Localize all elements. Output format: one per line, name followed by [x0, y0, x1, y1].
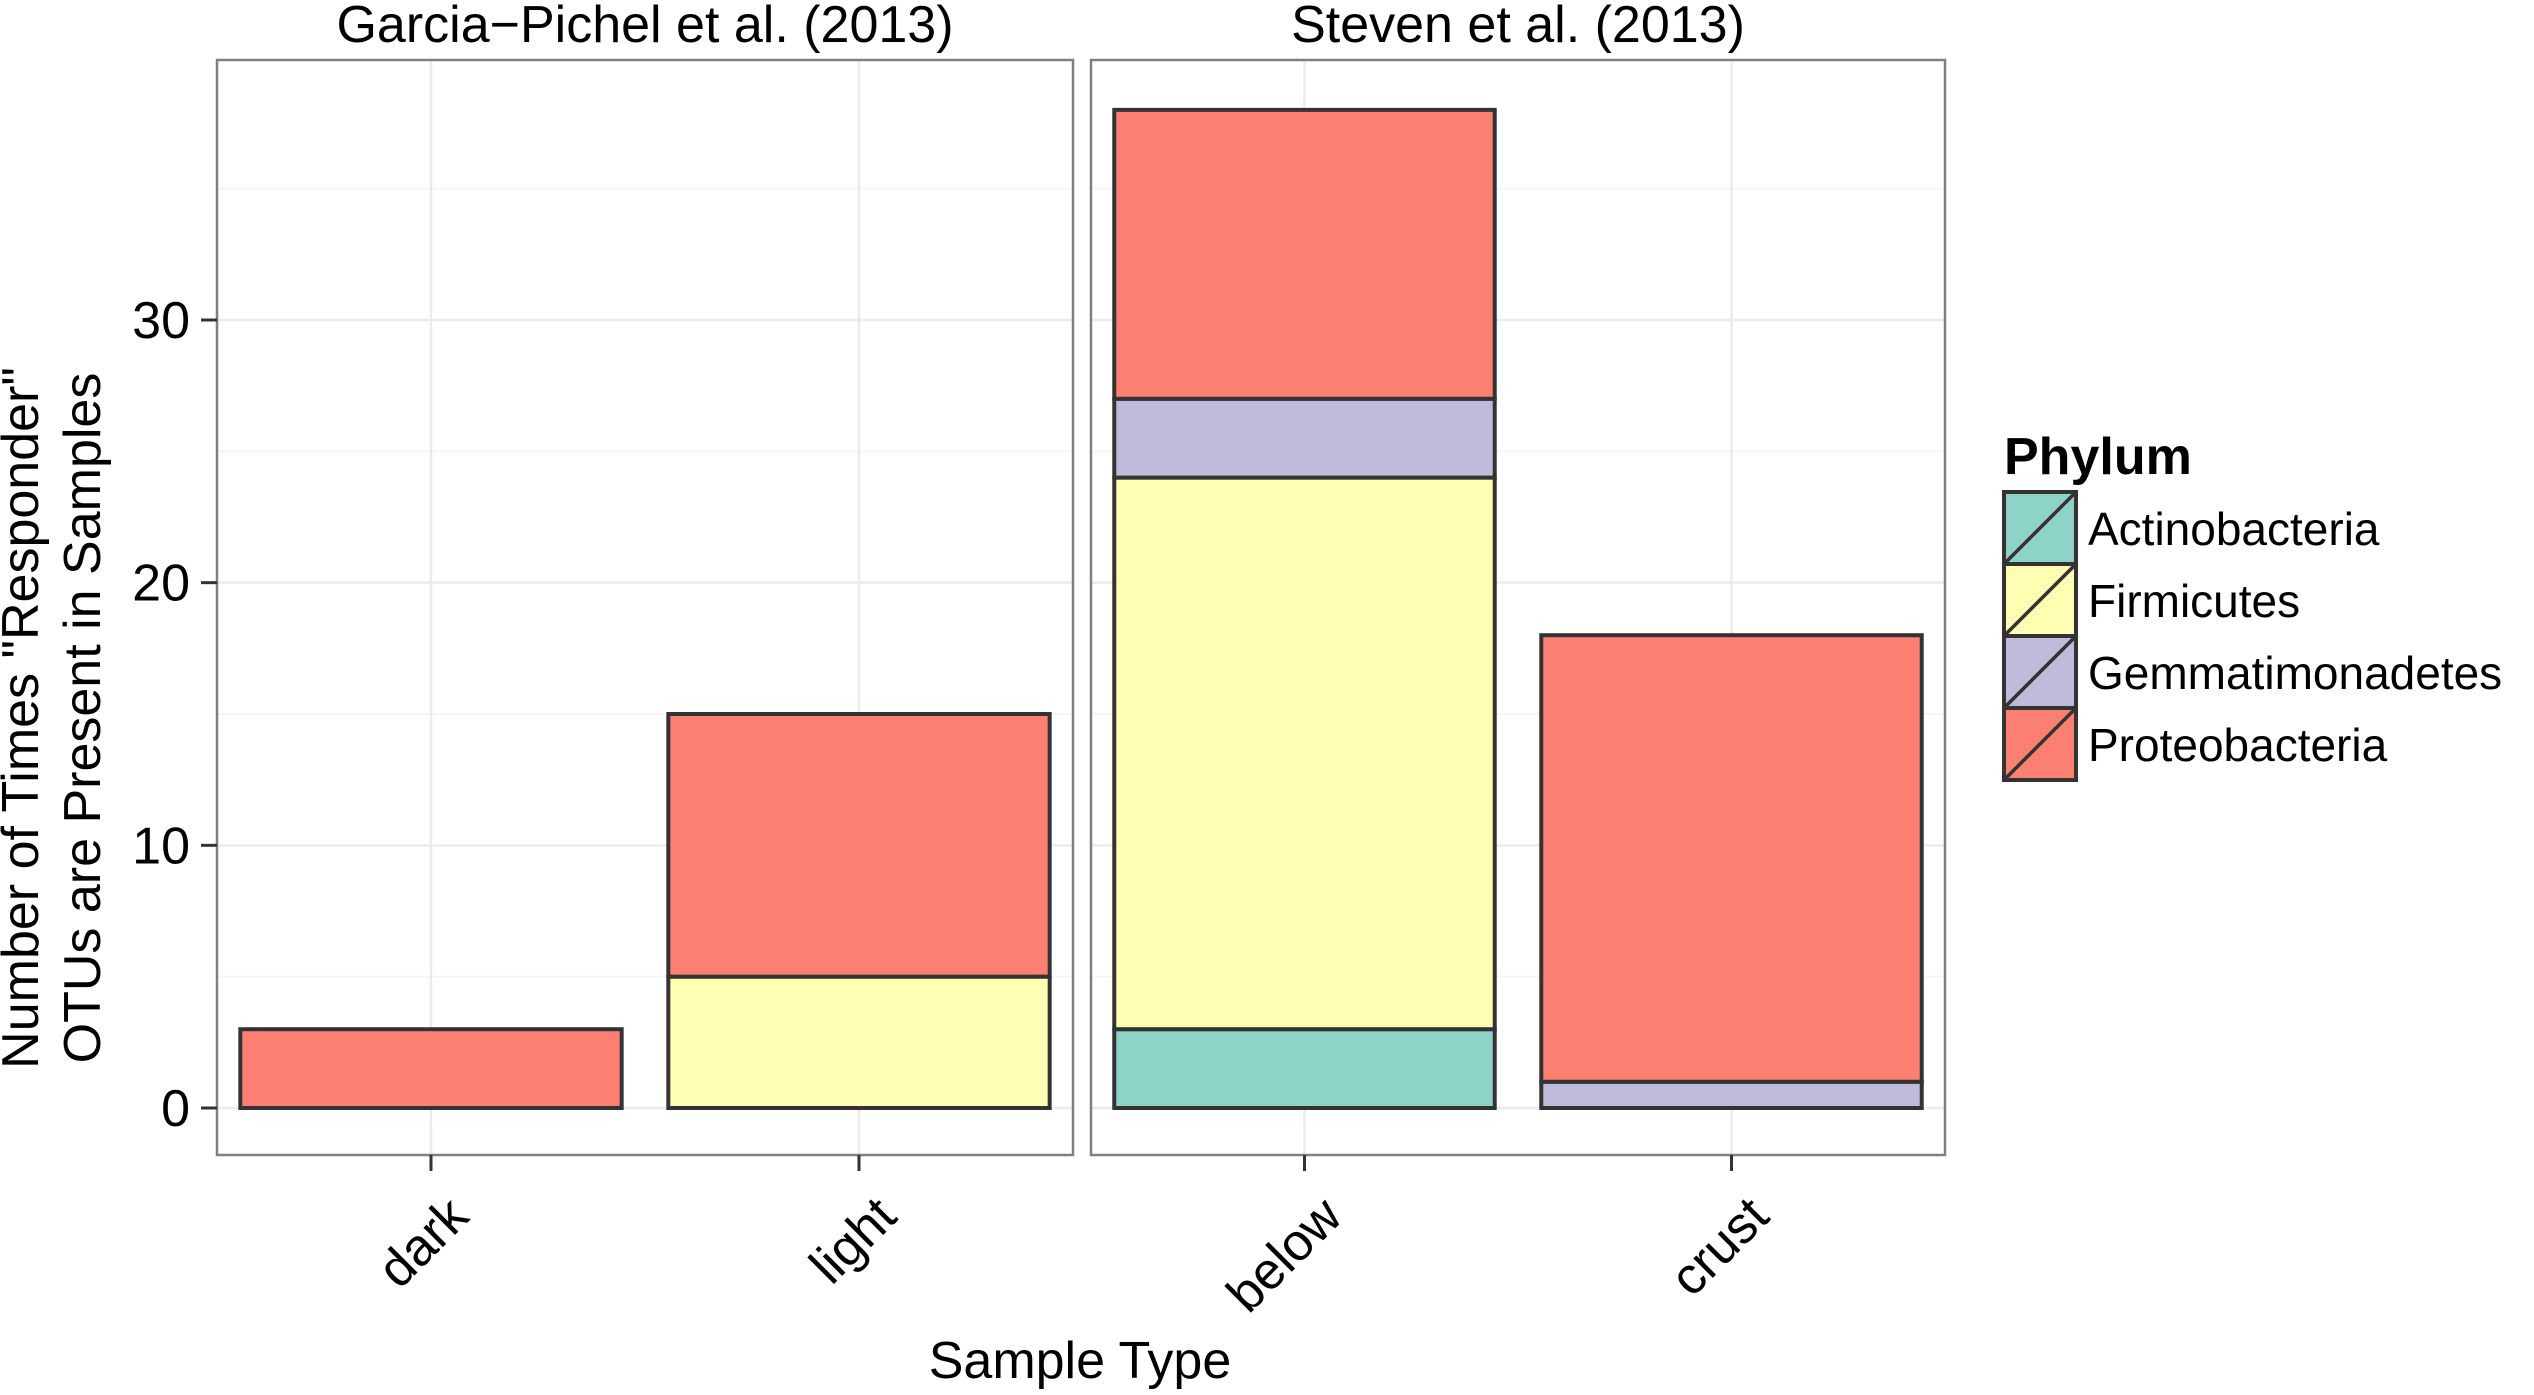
- x-tick-label-crust: crust: [1659, 1186, 1780, 1307]
- legend-key-slash: [2002, 562, 2078, 638]
- facet-title: Garcia−Pichel et al. (2013): [336, 0, 953, 54]
- x-tick-label-below: below: [1216, 1186, 1353, 1323]
- legend-title: Phylum: [2004, 428, 2192, 486]
- x-tick-label-dark: dark: [367, 1186, 480, 1299]
- legend-label-firmicutes: Firmicutes: [2088, 575, 2300, 627]
- y-tick-label: 30: [132, 292, 190, 350]
- legend-key-slash: [2002, 634, 2078, 710]
- bar-segment-light-firmicutes: [666, 974, 1052, 1111]
- y-axis-title-line-2: OTUs are Present in Samples: [54, 373, 112, 1064]
- y-axis-title-line-1: Number of Times "Responder": [0, 367, 50, 1069]
- y-tick-label: 20: [132, 555, 190, 613]
- bar-segment-below-proteobacteria: [1112, 107, 1497, 401]
- bar-segment-below-actinobacteria: [1112, 1027, 1497, 1110]
- legend-label-proteobacteria: Proteobacteria: [2088, 719, 2388, 771]
- bar-segment-crust-proteobacteria: [1539, 633, 1924, 1084]
- x-axis-title: Sample Type: [929, 1332, 1232, 1390]
- y-tick-label: 0: [161, 1080, 190, 1138]
- legend-label-actinobacteria: Actinobacteria: [2088, 503, 2380, 555]
- legend-key-slash: [2002, 706, 2078, 782]
- panel-border: [1089, 58, 1947, 1157]
- panel-border: [215, 58, 1075, 1157]
- bar-segment-light-proteobacteria: [666, 712, 1052, 979]
- bar-segment-below-gemmatimonadetes: [1112, 396, 1497, 480]
- legend-label-gemmatimonadetes: Gemmatimonadetes: [2088, 647, 2502, 699]
- bar-segment-dark-proteobacteria: [238, 1027, 624, 1110]
- legend: Actinobacteria Firmicutes Gemmatimonadetes…: [2002, 490, 2502, 782]
- legend-key-slash: [2002, 490, 2078, 566]
- y-tick-label: 10: [132, 817, 190, 875]
- facet-title: Steven et al. (2013): [1291, 0, 1745, 54]
- bar-segment-below-firmicutes: [1112, 475, 1497, 1032]
- plot-area: Garcia−Pichel et al. (2013) dark light Stev…: [132, 0, 1947, 1324]
- bar-segment-crust-gemmatimonadetes: [1539, 1079, 1924, 1110]
- x-tick-label-light: light: [799, 1186, 908, 1295]
- facet-panel-1: Garcia−Pichel et al. (2013) dark light: [215, 0, 1075, 1299]
- facet-panel-2: Steven et al. (2013) below crust: [1089, 0, 1947, 1324]
